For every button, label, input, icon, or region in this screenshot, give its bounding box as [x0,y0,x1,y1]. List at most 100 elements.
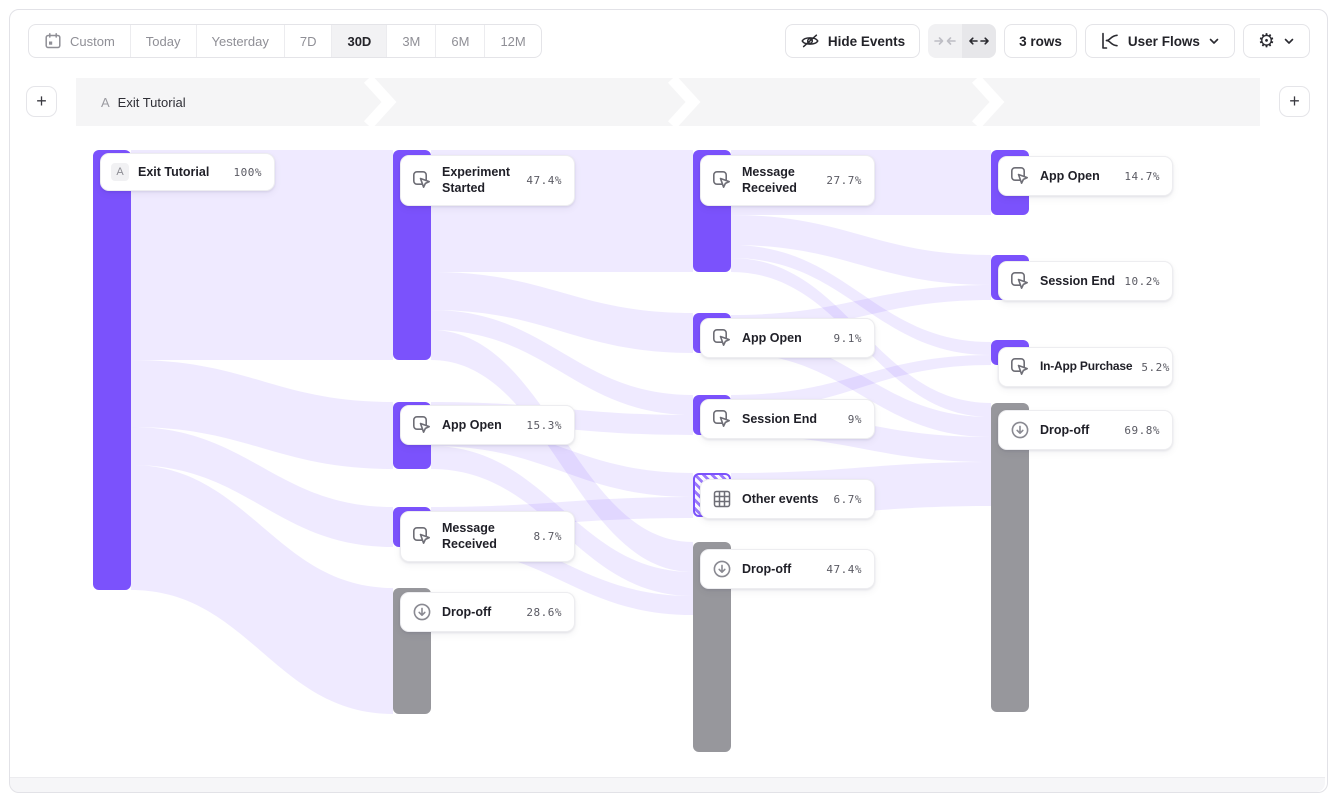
node-percent: 8.7% [533,529,562,543]
flow-ribbon [431,272,693,353]
flow-ribbon [731,245,991,355]
node-percent: 100% [233,165,262,179]
node-label: Exit Tutorial [138,164,210,179]
flow-ribbon [131,360,393,469]
step-a-badge: A [111,163,129,181]
node-label: Other events [742,491,819,506]
node-card-exit-tutorial[interactable]: A Exit Tutorial 100% [100,153,275,191]
node-card-message-received-col3[interactable]: Message Received 27.7% [700,155,875,206]
node-card-app-open-col2[interactable]: App Open 15.3% [400,405,575,445]
node-percent: 27.7% [826,173,862,187]
node-card-session-end-col3[interactable]: Session End 9% [700,399,875,439]
add-step-left-button[interactable]: + [26,86,57,117]
rows-label: 3 rows [1019,33,1062,49]
node-label: Message Received [742,165,797,196]
event-icon [711,169,733,191]
flow-ribbon [431,310,693,415]
chevron-down-icon [1284,38,1294,44]
step-header-band: A Exit Tutorial [76,78,1260,126]
node-label: Session End [1040,273,1116,288]
node-percent: 15.3% [526,418,562,432]
step-chevron-icon [363,78,397,126]
bar-exit-tutorial[interactable] [93,150,131,590]
event-icon [411,525,433,547]
node-label: Session End [742,411,818,426]
view-selector-dropdown[interactable]: User Flows [1084,24,1235,58]
node-card-drop-off-col3[interactable]: Drop-off 47.4% [700,549,875,589]
node-percent: 9% [847,412,862,426]
node-card-app-open-col3[interactable]: App Open 9.1% [700,318,875,358]
date-range-group: Custom Today Yesterday 7D 30D 3M 6M 12M [28,24,542,58]
node-card-drop-off-col2[interactable]: Drop-off 28.6% [400,592,575,632]
node-label: In-App Purchase [1040,359,1133,374]
date-range-today[interactable]: Today [129,25,196,57]
date-range-3m[interactable]: 3M [386,25,435,57]
rows-button[interactable]: 3 rows [1004,24,1077,58]
date-range-6m[interactable]: 6M [435,25,484,57]
flow-ribbon [131,150,393,360]
node-percent: 69.8% [1124,423,1160,437]
settings-dropdown[interactable]: ⚙ [1242,24,1310,58]
node-card-message-received-col2[interactable]: Message Received 8.7% [400,511,575,562]
node-label: Experiment Started [442,165,511,196]
date-range-30d[interactable]: 30D [331,25,387,57]
collapse-columns-button[interactable] [928,24,962,58]
node-percent: 28.6% [526,605,562,619]
node-card-app-open-col4[interactable]: App Open 14.7% [998,156,1173,196]
hide-events-label: Hide Events [827,33,906,49]
event-icon [711,327,733,349]
add-step-right-button[interactable]: + [1279,86,1310,117]
node-percent: 6.7% [833,492,862,506]
date-range-yesterday[interactable]: Yesterday [195,25,284,57]
spacing-segmented-control [928,24,997,58]
event-icon [1009,356,1031,378]
event-icon [1009,165,1031,187]
node-label: App Open [442,417,502,432]
flow-ribbon [731,215,991,285]
date-range-12m[interactable]: 12M [484,25,540,57]
step-badge: A [101,94,110,110]
hide-events-button[interactable]: Hide Events [784,24,921,58]
step-chevron-icon [667,78,701,126]
flow-ribbon [431,330,693,572]
node-card-session-end-col4[interactable]: Session End 10.2% [998,261,1173,301]
toolbar: Custom Today Yesterday 7D 30D 3M 6M 12M … [0,24,1336,58]
step-chevron-icon [971,78,1005,126]
gear-icon: ⚙ [1257,29,1275,52]
arrows-outward-icon [969,37,989,45]
node-label: App Open [1040,168,1100,183]
chevron-down-icon [1209,38,1219,44]
node-percent: 9.1% [833,331,862,345]
node-percent: 14.7% [1124,169,1160,183]
step-title: Exit Tutorial [117,94,186,110]
arrows-inward-icon [934,37,956,45]
horizontal-scroll-track[interactable] [10,777,1325,792]
node-card-experiment-started[interactable]: Experiment Started 47.4% [400,155,575,206]
node-card-in-app-purchase-col4[interactable]: In-App Purchase 5.2% [998,347,1173,387]
node-label: Drop-off [1040,422,1090,437]
flow-ribbon [731,333,991,437]
date-range-custom[interactable]: Custom [29,25,130,57]
node-label: App Open [742,330,802,345]
expand-columns-button[interactable] [962,24,997,58]
date-range-7d[interactable]: 7D [283,25,332,57]
flow-ribbon [131,427,393,547]
grid-icon [711,488,733,510]
node-percent: 5.2% [1141,360,1170,374]
date-range-label: Custom [70,33,115,49]
node-label: Message Received [442,521,497,552]
step-separators [363,78,1005,126]
step-label[interactable]: A Exit Tutorial [101,78,186,126]
calendar-icon [45,33,61,49]
bar-drop-off-col4[interactable] [991,403,1029,712]
node-card-other-events-col3[interactable]: Other events 6.7% [700,479,875,519]
event-icon [411,414,433,436]
node-card-drop-off-col4[interactable]: Drop-off 69.8% [998,410,1173,450]
eye-off-icon [801,34,819,48]
user-flows-icon [1102,32,1118,49]
flow-ribbon [131,465,393,714]
node-percent: 10.2% [1124,274,1160,288]
drop-off-icon [1009,419,1031,441]
node-percent: 47.4% [526,173,562,187]
node-label: Drop-off [442,604,492,619]
